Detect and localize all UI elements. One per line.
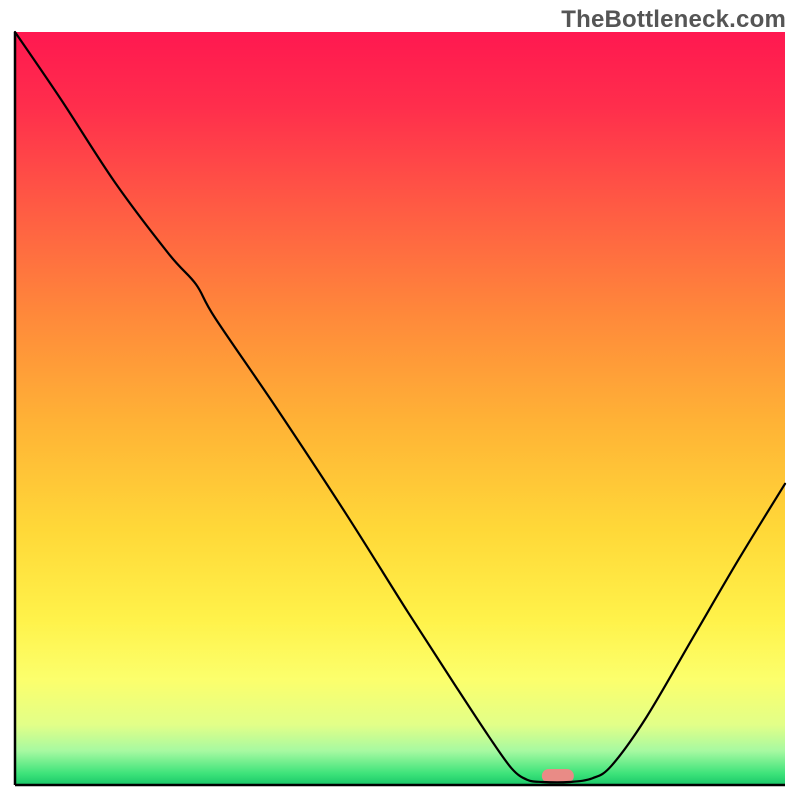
optimal-marker — [542, 769, 574, 783]
watermark-text: TheBottleneck.com — [561, 6, 786, 34]
chart-background — [15, 32, 785, 785]
chart-container: TheBottleneck.com — [0, 0, 800, 800]
bottleneck-chart — [0, 0, 800, 800]
